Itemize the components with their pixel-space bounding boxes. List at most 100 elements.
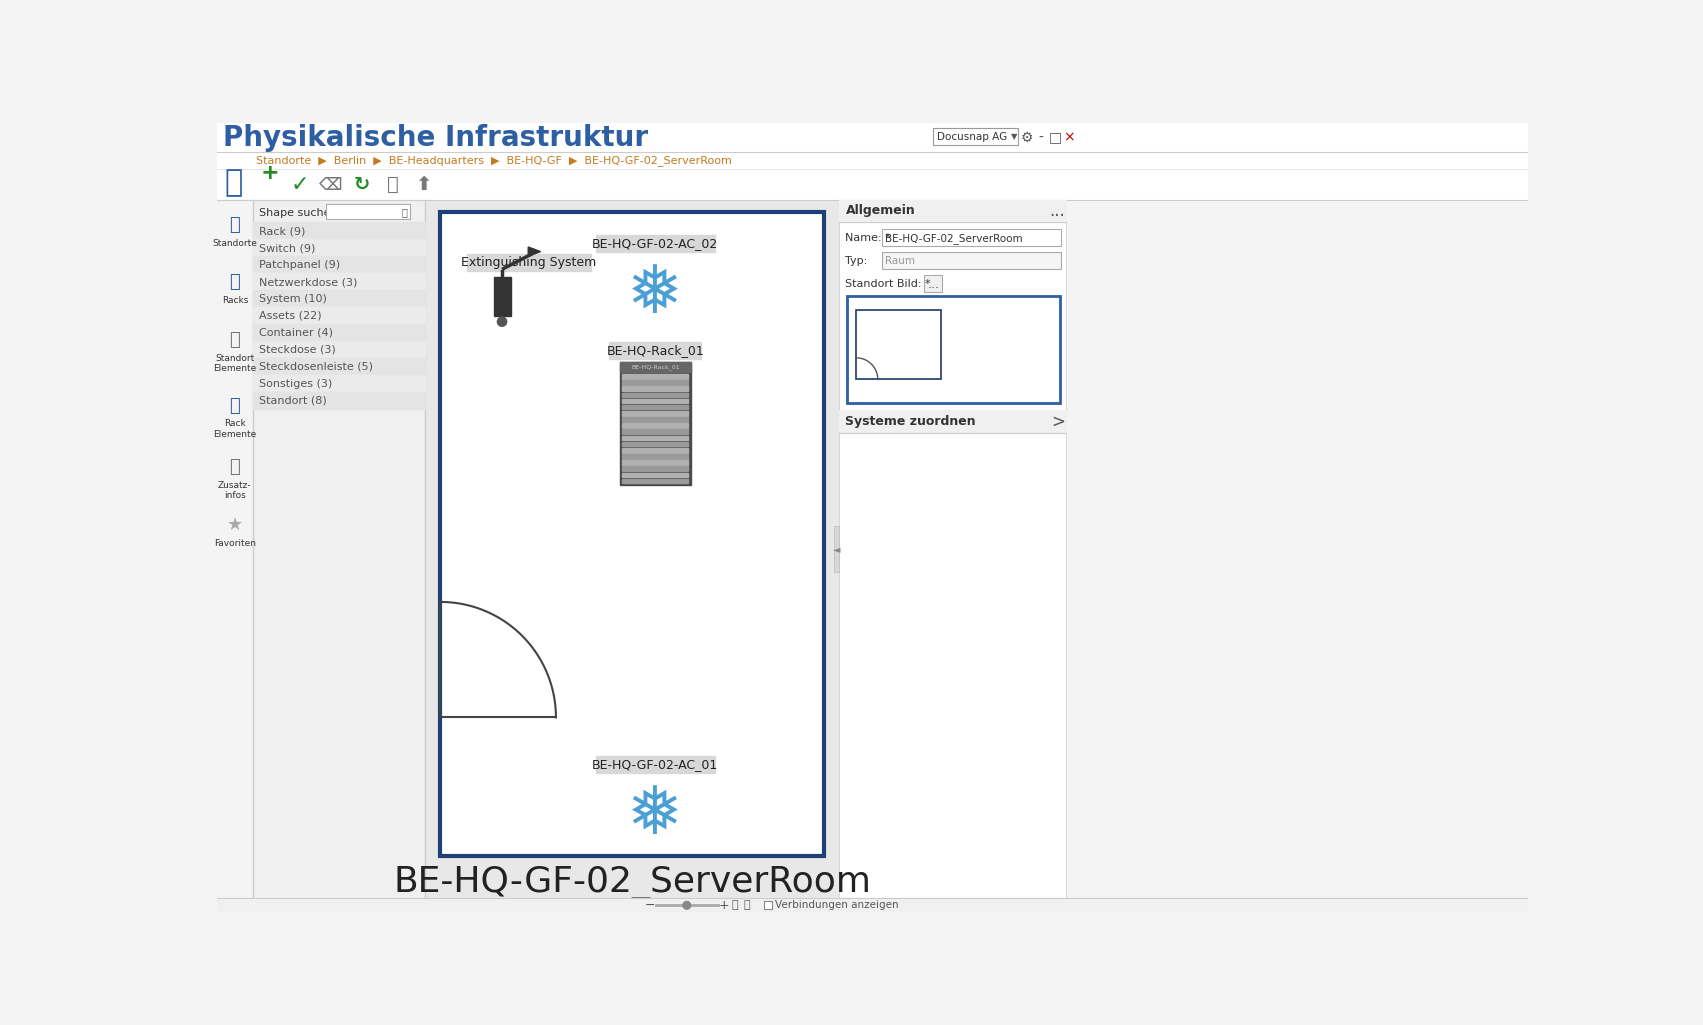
Text: 🖼: 🖼 [744, 900, 751, 910]
Bar [622, 429, 688, 434]
Bar [218, 169, 1528, 200]
Text: Zusatz-
infos: Zusatz- infos [218, 481, 252, 500]
Text: □: □ [1049, 130, 1061, 145]
Bar [622, 460, 688, 465]
Text: 🔍: 🔍 [402, 207, 407, 217]
Text: Standorte  ▶  Berlin  ▶  BE-Headquarters  ▶  BE-HQ-GF  ▶  BE-HQ-GF-02_ServerRoom: Standorte ▶ Berlin ▶ BE-Headquarters ▶ B… [255, 155, 732, 166]
Bar [252, 222, 426, 239]
Text: Typ:: Typ: [845, 256, 869, 265]
Bar [622, 423, 688, 427]
Text: -: - [1039, 130, 1044, 145]
Text: Standort (8): Standort (8) [259, 396, 327, 406]
Text: BE-HQ-Rack_01: BE-HQ-Rack_01 [630, 364, 679, 370]
Bar [467, 254, 591, 271]
Text: ★: ★ [226, 516, 244, 534]
Text: ➕: ➕ [230, 458, 240, 477]
Bar [622, 454, 688, 459]
Bar [840, 410, 1066, 434]
Text: BE-HQ-GF-02_ServerRoom: BE-HQ-GF-02_ServerRoom [886, 233, 1024, 244]
Text: ✓: ✓ [291, 174, 310, 195]
Text: Physikalische Infrastruktur: Physikalische Infrastruktur [223, 124, 649, 152]
Bar [252, 290, 426, 308]
Bar [622, 399, 688, 403]
Bar [622, 405, 688, 409]
Bar [252, 239, 426, 256]
Text: Rack (9): Rack (9) [259, 227, 305, 236]
Text: Switch (9): Switch (9) [259, 243, 315, 253]
Text: ❅: ❅ [627, 782, 683, 849]
Bar [596, 756, 715, 773]
Bar [840, 200, 1066, 898]
Text: BE-HQ-GF-02-AC_01: BE-HQ-GF-02-AC_01 [593, 757, 719, 771]
Bar [622, 386, 688, 391]
Text: ...: ... [926, 278, 940, 291]
Bar [218, 153, 1528, 169]
Text: ❅: ❅ [627, 261, 683, 327]
Text: ◄: ◄ [833, 544, 841, 554]
Bar [252, 256, 426, 273]
Text: ⚙: ⚙ [1020, 130, 1034, 145]
Bar [596, 235, 715, 251]
Text: BE-HQ-GF-02-AC_02: BE-HQ-GF-02-AC_02 [593, 237, 719, 250]
Bar [252, 375, 426, 392]
Bar [620, 362, 691, 372]
Text: 📍: 📍 [230, 215, 240, 234]
Bar [610, 342, 702, 360]
Text: ⎘: ⎘ [387, 175, 399, 194]
Text: ↻: ↻ [354, 175, 370, 194]
Text: System (10): System (10) [259, 294, 327, 304]
Text: Standort Bild: *: Standort Bild: * [845, 279, 932, 289]
Bar [622, 448, 688, 453]
Bar [925, 276, 942, 292]
Text: ...: ... [1049, 202, 1064, 219]
Bar [218, 898, 1528, 912]
Text: Docusnap AG: Docusnap AG [937, 132, 1008, 141]
Bar [620, 362, 691, 485]
Bar [252, 341, 426, 358]
Bar [622, 411, 688, 415]
Bar [252, 392, 426, 409]
Bar [840, 200, 1066, 221]
Text: >: > [1052, 413, 1066, 430]
Text: Favoriten: Favoriten [215, 539, 255, 547]
Text: ⌫: ⌫ [320, 175, 342, 194]
Bar [933, 128, 1018, 146]
Text: Raum: Raum [886, 256, 916, 266]
Text: 📍: 📍 [225, 168, 244, 198]
Text: 🗄: 🗄 [230, 397, 240, 414]
Text: Extinguishing System: Extinguishing System [462, 256, 596, 269]
Bar [622, 473, 688, 478]
Text: Sonstiges (3): Sonstiges (3) [259, 378, 332, 388]
Text: BE-HQ-Rack_01: BE-HQ-Rack_01 [606, 344, 703, 358]
Text: Verbindungen anzeigen: Verbindungen anzeigen [775, 900, 897, 910]
Text: −: − [645, 899, 656, 912]
Bar [765, 901, 771, 909]
Bar [325, 204, 410, 219]
Bar [622, 374, 688, 378]
Text: Assets (22): Assets (22) [259, 311, 322, 321]
Text: Steckdose (3): Steckdose (3) [259, 344, 335, 355]
Text: +: + [261, 163, 279, 206]
Bar [426, 200, 840, 898]
Bar [846, 296, 1061, 403]
Bar [441, 211, 824, 856]
Text: Systeme zuordnen: Systeme zuordnen [845, 415, 976, 428]
Text: ×: × [1063, 130, 1075, 145]
Bar [622, 466, 688, 472]
Text: ▼: ▼ [1012, 132, 1017, 141]
Bar [218, 200, 252, 898]
Text: Patchpanel (9): Patchpanel (9) [259, 260, 341, 270]
Bar [494, 277, 511, 316]
Bar [622, 436, 688, 441]
Text: Racks: Racks [221, 296, 249, 305]
Text: 🏢: 🏢 [230, 331, 240, 350]
Bar [252, 358, 426, 375]
Bar [622, 442, 688, 447]
Text: 🗄: 🗄 [230, 274, 240, 291]
Bar [622, 393, 688, 397]
Bar [834, 526, 840, 572]
Bar [622, 380, 688, 384]
Text: 📄: 📄 [731, 900, 737, 910]
Bar [857, 311, 942, 379]
Text: Shape suchen:: Shape suchen: [259, 208, 341, 218]
